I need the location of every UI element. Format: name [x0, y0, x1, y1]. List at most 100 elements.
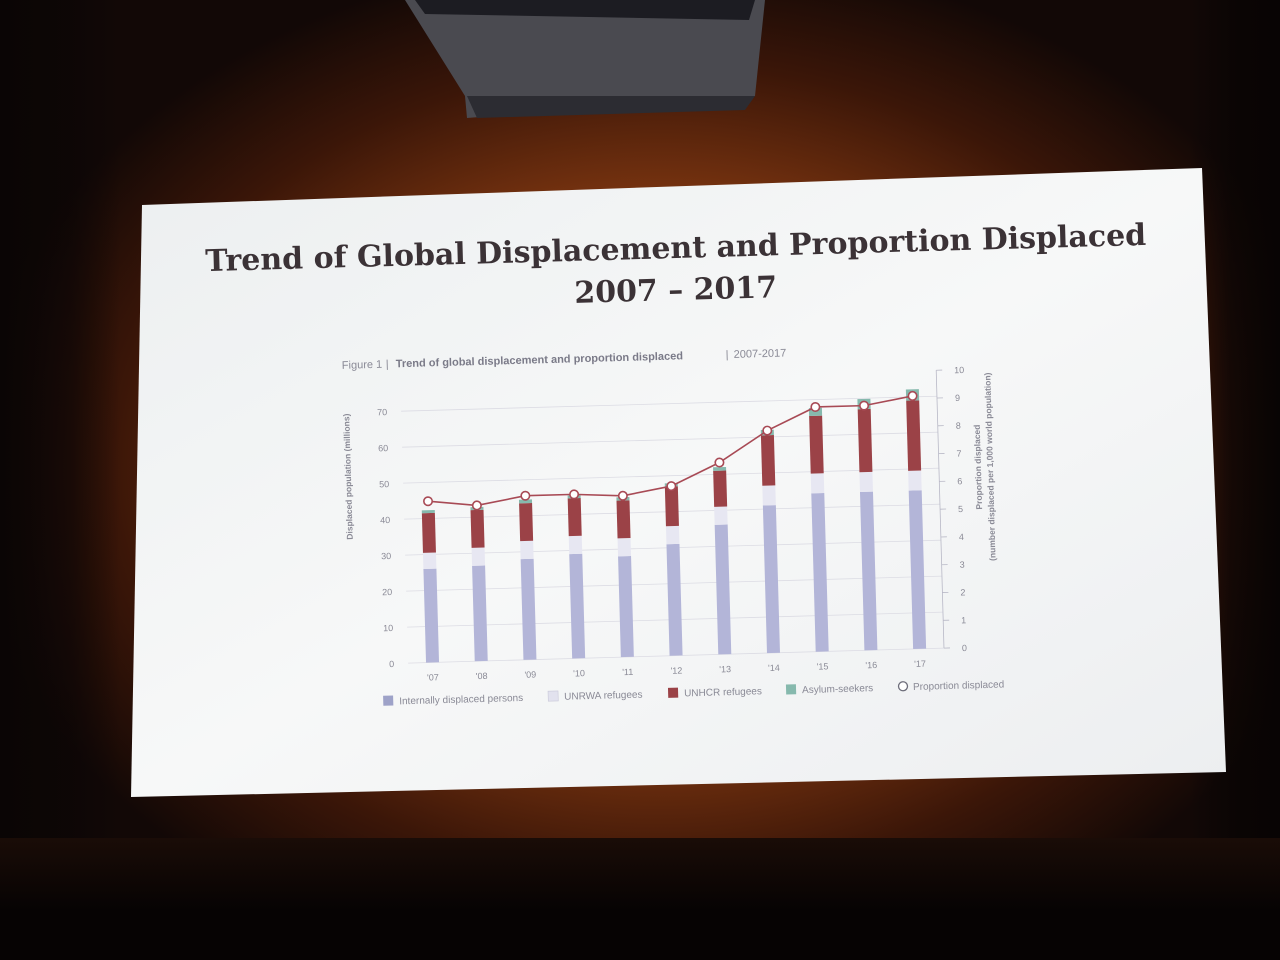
- y2-tick-label: 3: [960, 560, 965, 570]
- bar-segment-unhcr: [470, 509, 485, 548]
- legend-item-proportion: Proportion displaced: [897, 679, 1004, 693]
- y-tick-label: 20: [382, 587, 392, 597]
- plot-area: 0 10 20 30 40 50 60 70 0 1 2 3 4 5 6 7 8 9 10 '07 '08 '09 '10 '…: [377, 365, 967, 683]
- y2-tick-label: 0: [962, 643, 967, 653]
- chart-subtitle: 2007-2017: [734, 347, 787, 360]
- y2-tick-label: 10: [954, 365, 964, 375]
- proportion-point: [762, 425, 773, 436]
- bar-segment-unhcr: [760, 434, 776, 486]
- bar-segment-unhcr: [421, 512, 436, 553]
- bar-segment-unrwa: [471, 547, 486, 566]
- proportion-point: [617, 490, 628, 501]
- gridline: [403, 467, 939, 484]
- bar-segment-unrwa: [665, 525, 680, 545]
- proportion-point: [569, 489, 580, 500]
- proportion-point: [907, 390, 918, 401]
- bar-segment-unrwa: [568, 535, 583, 555]
- bar-segment-unhcr: [906, 400, 922, 471]
- y2-tick-label: 1: [961, 615, 966, 625]
- room-shadow-left: [0, 0, 120, 960]
- bar-segment-unhcr: [857, 408, 873, 473]
- x-tick-label: '15: [817, 661, 829, 671]
- legend-swatch-asylum: [785, 684, 797, 695]
- bar-segment-unrwa: [422, 552, 437, 570]
- bar-segment-asylum: [713, 466, 727, 471]
- figure: Figure 1 | Trend of global displacement …: [341, 347, 1004, 707]
- bar-segment-unrwa: [714, 506, 728, 525]
- bar-segment-unrwa: [617, 538, 632, 557]
- y2-tick-label: 4: [959, 532, 964, 542]
- chart-subtitle-separator: |: [726, 349, 729, 361]
- bar-segment-idp: [472, 565, 488, 662]
- proportion-point: [471, 500, 482, 511]
- x-tick-label: '16: [865, 660, 877, 670]
- proportion-point: [423, 496, 434, 507]
- ceiling-projector: [405, 0, 765, 118]
- legend-swatch-unhcr: [667, 687, 679, 698]
- y-tick-label: 40: [380, 515, 390, 525]
- bar-segment-idp: [569, 553, 586, 659]
- bar-segment-idp: [618, 556, 634, 658]
- legend-label-unhcr: UNHCR refugees: [684, 686, 762, 699]
- bar-segment-unrwa: [810, 473, 825, 494]
- y2-axis-label-line1: Proportion displaced: [972, 424, 984, 509]
- x-tick-label: '12: [670, 665, 682, 675]
- proportion-point: [810, 401, 821, 412]
- y2-tick-label: 6: [957, 476, 962, 486]
- y-tick-label: 0: [389, 659, 394, 669]
- room-floor: [0, 838, 1280, 960]
- proportion-point: [666, 481, 677, 492]
- proportion-point: [520, 490, 531, 501]
- bar-segment-asylum: [518, 499, 533, 504]
- legend-label-asylum: Asylum-seekers: [802, 683, 873, 696]
- bar-segment-unhcr: [519, 502, 534, 542]
- legend-marker-proportion-icon: [897, 681, 909, 692]
- x-tick-label: '11: [622, 667, 633, 677]
- y-tick-label: 70: [377, 407, 387, 417]
- bar-segment-unrwa: [762, 485, 776, 506]
- bar-segment-idp: [714, 524, 732, 655]
- proportion-point: [714, 457, 725, 468]
- figure-separator: |: [386, 359, 389, 371]
- bar-segment-unhcr: [809, 415, 824, 474]
- legend-item-idp: Internally displaced persons: [383, 693, 523, 707]
- legend-label-unrwa: UNRWA refugees: [564, 690, 643, 703]
- y2-tick-label: 2: [960, 587, 965, 597]
- x-tick-label: '10: [573, 668, 585, 678]
- x-tick-label: '09: [524, 670, 536, 680]
- legend: Internally displaced persons UNRWA refug…: [383, 679, 1004, 707]
- legend-swatch-idp: [383, 695, 394, 706]
- x-tick-label: '14: [768, 663, 780, 673]
- y-tick-label: 50: [379, 479, 389, 489]
- bar-segment-unhcr: [664, 486, 679, 527]
- bar-segment-idp: [859, 491, 878, 651]
- bar-segment-unrwa: [859, 471, 873, 493]
- y2-tick-label: 7: [956, 448, 961, 458]
- legend-label-proportion: Proportion displaced: [913, 679, 1004, 693]
- bar-segment-unhcr: [567, 498, 582, 537]
- bar-segment-idp: [908, 490, 927, 649]
- y2-tick-label: 8: [956, 421, 961, 431]
- bar-segment-unrwa: [908, 470, 922, 491]
- x-tick-label: '13: [719, 664, 731, 674]
- bar-segment-idp: [520, 558, 537, 660]
- gridline: [402, 431, 938, 448]
- legend-swatch-unrwa: [547, 690, 559, 702]
- gridline: [401, 395, 937, 412]
- x-tick-label: '17: [914, 659, 926, 669]
- x-tick-label: '07: [427, 672, 439, 682]
- x-tick-label: '08: [476, 671, 488, 681]
- legend-item-unrwa: UNRWA refugees: [547, 690, 643, 703]
- bar-segment-unrwa: [520, 540, 534, 560]
- bar-segment-idp: [762, 505, 780, 654]
- bar-segment-unhcr: [713, 470, 728, 507]
- bar-segment-idp: [811, 493, 829, 652]
- bar-segment-idp: [666, 543, 683, 656]
- y-tick-label: 60: [378, 443, 388, 453]
- bar-segment-asylum: [421, 510, 435, 514]
- proportion-point: [859, 400, 870, 411]
- legend-item-unhcr: UNHCR refugees: [667, 686, 762, 699]
- y-tick-label: 10: [383, 623, 393, 633]
- figure-label: Figure 1: [342, 359, 383, 372]
